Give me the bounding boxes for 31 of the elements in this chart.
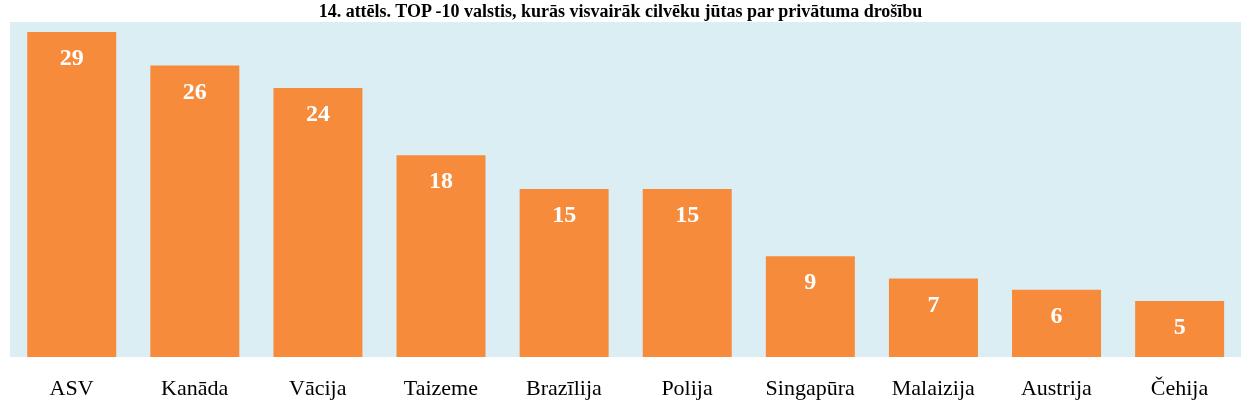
bar bbox=[1012, 289, 1102, 357]
data-label: 5 bbox=[1173, 313, 1186, 340]
x-tick-label: Austrija bbox=[1020, 374, 1093, 400]
data-label: 9 bbox=[804, 268, 817, 295]
data-label: 7 bbox=[927, 290, 940, 317]
x-tick-label: Čehija bbox=[1150, 374, 1209, 400]
bar bbox=[1135, 300, 1225, 357]
bar bbox=[150, 65, 240, 357]
x-tick-label: Malaizija bbox=[891, 374, 976, 400]
bar bbox=[27, 32, 117, 357]
bar bbox=[888, 278, 978, 357]
bar bbox=[273, 88, 363, 357]
chart-title: 14. attēls. TOP -10 valstis, kurās visvairāk cilvēku jūtas par privātuma drošību bbox=[317, 0, 924, 22]
x-tick-label: Vācija bbox=[289, 374, 347, 400]
bar bbox=[519, 188, 609, 357]
x-tick-label: Kanāda bbox=[161, 374, 229, 400]
bar bbox=[642, 188, 732, 357]
data-label: 24 bbox=[305, 100, 330, 127]
x-tick-label: ASV bbox=[49, 374, 94, 400]
data-label: 6 bbox=[1050, 301, 1063, 328]
data-label: 15 bbox=[552, 200, 577, 227]
x-tick-label: Polija bbox=[661, 374, 713, 400]
x-tick-label: Singapūra bbox=[765, 374, 855, 400]
bar bbox=[765, 256, 855, 357]
bar bbox=[396, 155, 486, 357]
data-label: 29 bbox=[59, 44, 84, 71]
data-label: 15 bbox=[675, 200, 700, 227]
x-tick-label: Brazīlija bbox=[526, 374, 603, 400]
x-tick-label: Taizeme bbox=[403, 374, 478, 400]
data-label: 18 bbox=[429, 167, 454, 194]
data-label: 26 bbox=[182, 77, 207, 104]
